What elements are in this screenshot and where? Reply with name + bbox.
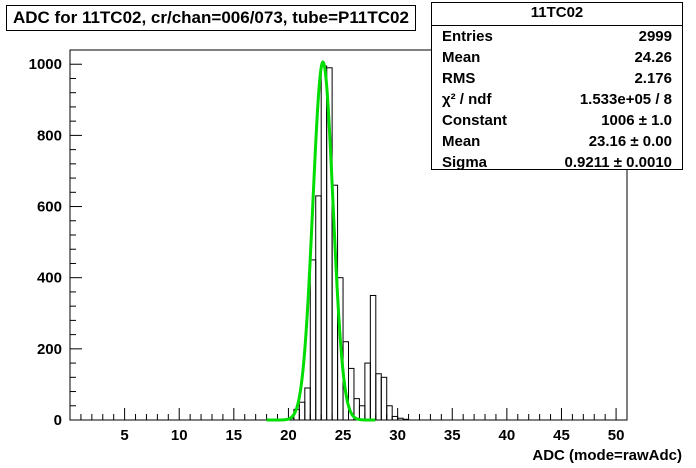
x-tick-label: 50 xyxy=(608,427,625,444)
stats-row: χ² / ndf 1.533e+05 / 8 xyxy=(442,89,672,110)
histogram-bin xyxy=(348,367,355,421)
stats-row: RMS 2.176 xyxy=(442,68,672,89)
histogram-bin xyxy=(358,405,366,421)
histogram-bin xyxy=(375,373,382,421)
histogram-bin xyxy=(320,65,328,421)
x-axis-title: ADC (mode=rawAdc) xyxy=(532,447,682,464)
stats-label: Mean xyxy=(442,133,481,150)
gaussian-fit-curve xyxy=(266,60,376,422)
stats-value: 24.26 xyxy=(634,49,672,66)
stats-value: 1.533e+05 / 8 xyxy=(579,91,672,108)
x-tick-label: 30 xyxy=(389,427,406,444)
histogram-bin xyxy=(298,401,306,421)
stats-name: 11TC02 xyxy=(432,3,682,26)
x-tick-label: 40 xyxy=(499,427,516,444)
x-tick-label: 45 xyxy=(553,427,570,444)
histogram-bin xyxy=(304,387,311,421)
stats-row: Entries 2999 xyxy=(442,26,672,47)
histogram-bin xyxy=(397,417,404,421)
y-tick-label: 800 xyxy=(37,127,62,144)
x-tick-label: 25 xyxy=(335,427,352,444)
histogram-bin xyxy=(364,362,371,421)
stats-label: Constant xyxy=(442,112,507,129)
stats-label: Entries xyxy=(442,28,493,45)
stats-label: Sigma xyxy=(442,154,488,171)
y-tick-label: 600 xyxy=(37,199,62,216)
y-tick-label: 1000 xyxy=(29,56,62,73)
x-tick-label: 5 xyxy=(120,427,128,444)
stats-label: Mean xyxy=(442,49,481,66)
histogram-bin xyxy=(380,376,388,421)
stats-value: 23.16 ± 0.00 xyxy=(588,133,672,150)
stats-value: 2999 xyxy=(638,28,672,45)
stats-value: 2.176 xyxy=(634,70,672,87)
x-tick-label: 35 xyxy=(444,427,461,444)
histogram-bin xyxy=(391,415,399,421)
stats-row: Mean 23.16 ± 0.00 xyxy=(442,131,672,152)
stats-row: Sigma 0.9211 ± 0.0010 xyxy=(442,152,672,173)
stats-label: χ² / ndf xyxy=(442,91,492,108)
stats-row: Mean 24.26 xyxy=(442,47,672,68)
y-tick-label: 0 xyxy=(54,412,62,429)
stats-label: RMS xyxy=(442,70,476,87)
plot-title: ADC for 11TC02, cr/chan=006/073, tube=P1… xyxy=(6,5,416,31)
x-tick-label: 10 xyxy=(171,427,188,444)
stats-value: 1006 ± 1.0 xyxy=(601,112,672,129)
histogram-bin xyxy=(369,294,377,421)
y-tick-label: 400 xyxy=(37,270,62,287)
stats-row: Constant 1006 ± 1.0 xyxy=(442,110,672,131)
y-tick-label: 200 xyxy=(37,341,62,358)
histogram-bin xyxy=(386,405,393,421)
x-tick-label: 20 xyxy=(280,427,297,444)
histogram-bin xyxy=(402,418,410,421)
histogram-bin xyxy=(309,259,317,421)
x-tick-label: 15 xyxy=(225,427,242,444)
histogram-bin xyxy=(315,195,322,421)
stats-value: 0.9211 ± 0.0010 xyxy=(564,154,673,171)
stats-box: 11TC02 Entries 2999 Mean 24.26 RMS 2.176 χ²… xyxy=(431,2,683,173)
